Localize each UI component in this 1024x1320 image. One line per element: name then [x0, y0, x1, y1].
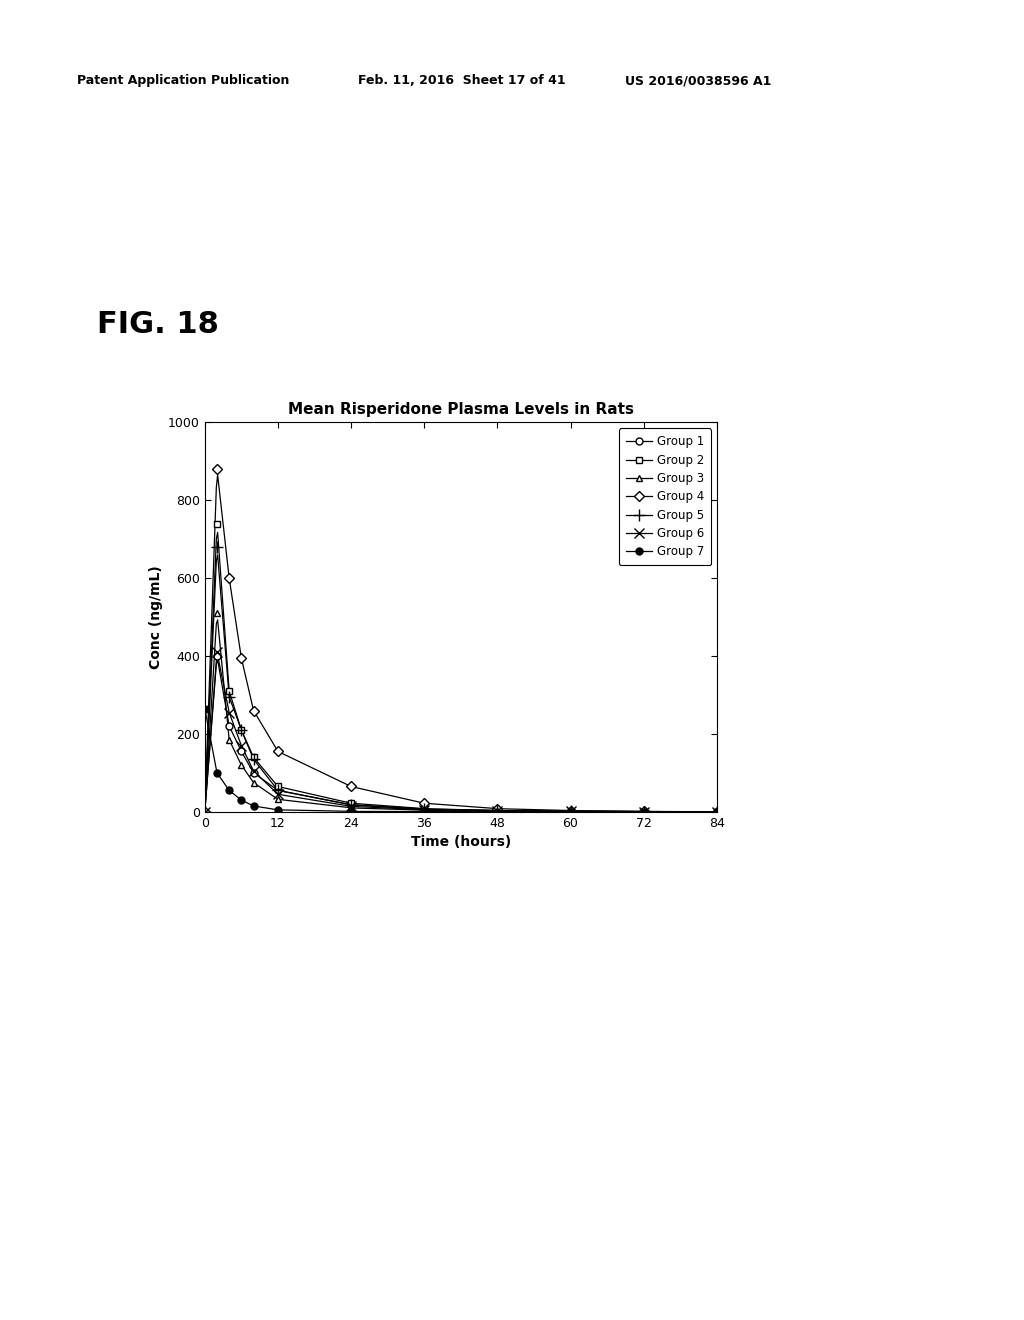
Text: FIG. 18: FIG. 18: [97, 310, 219, 339]
X-axis label: Time (hours): Time (hours): [411, 836, 511, 849]
Legend: Group 1, Group 2, Group 3, Group 4, Group 5, Group 6, Group 7: Group 1, Group 2, Group 3, Group 4, Grou…: [618, 428, 711, 565]
Text: Feb. 11, 2016  Sheet 17 of 41: Feb. 11, 2016 Sheet 17 of 41: [358, 74, 566, 87]
Y-axis label: Conc (ng/mL): Conc (ng/mL): [148, 565, 163, 669]
Title: Mean Risperidone Plasma Levels in Rats: Mean Risperidone Plasma Levels in Rats: [288, 403, 634, 417]
Text: US 2016/0038596 A1: US 2016/0038596 A1: [625, 74, 771, 87]
Text: Patent Application Publication: Patent Application Publication: [77, 74, 289, 87]
